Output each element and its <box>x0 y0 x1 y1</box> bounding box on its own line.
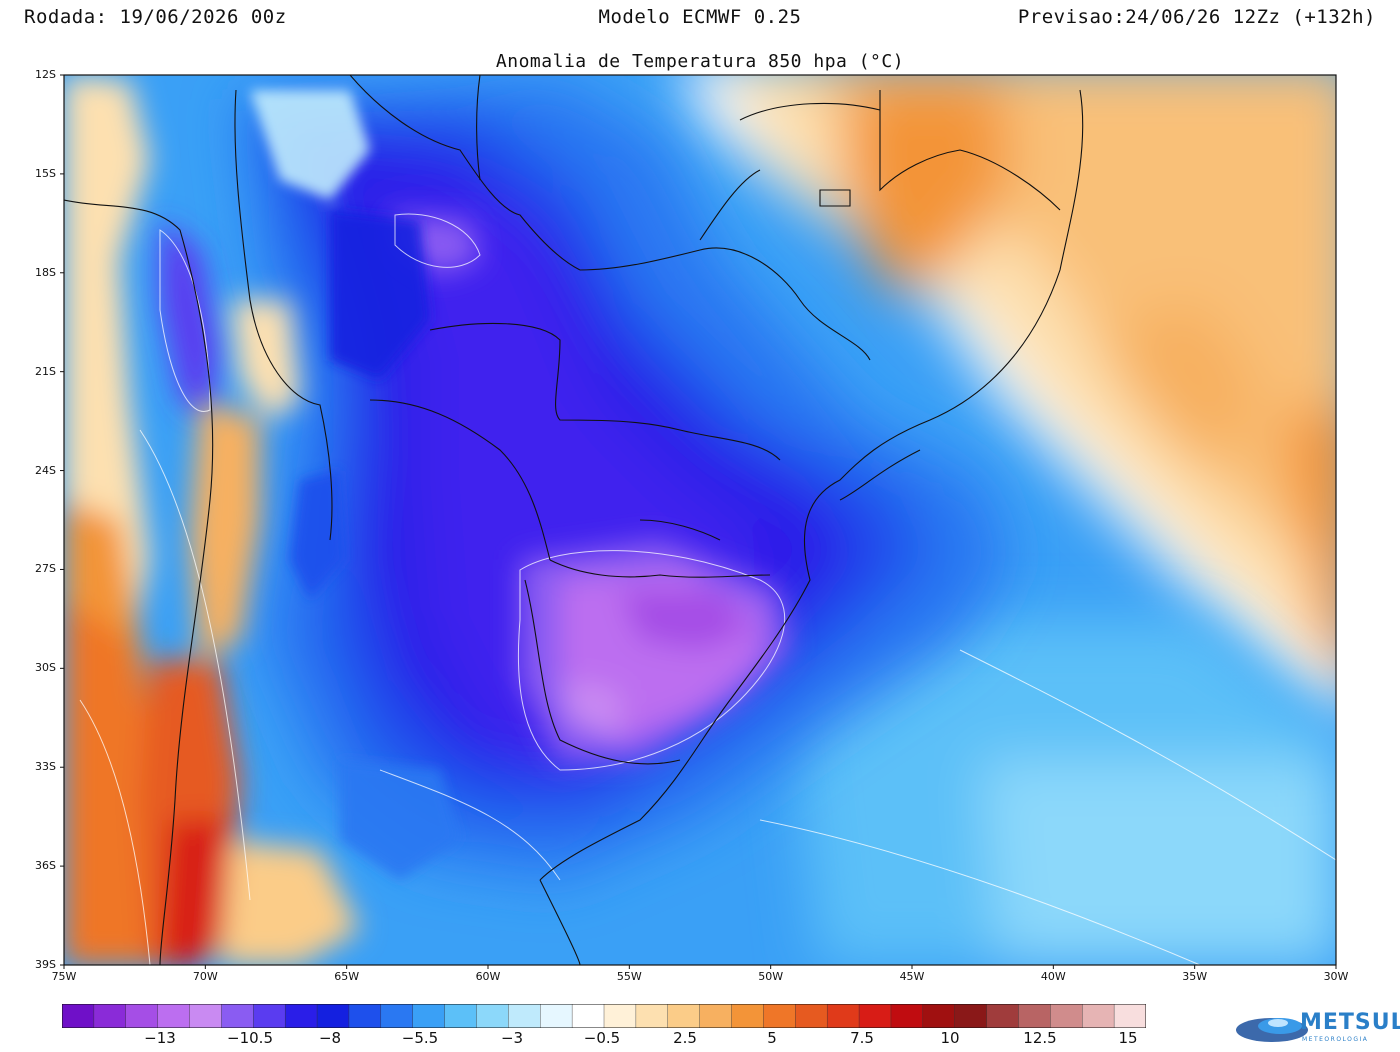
latitude-label: 27S <box>35 562 56 576</box>
legend-label: 5 <box>767 1029 777 1047</box>
legend-label: −13 <box>144 1029 176 1047</box>
legend-swatch <box>826 1004 860 1028</box>
model-label: Modelo ECMWF 0.25 <box>598 6 802 28</box>
anomaly-field <box>64 75 1336 965</box>
longitude-label: 50W <box>758 970 784 983</box>
latitude-label: 24S <box>35 463 56 477</box>
legend-swatch <box>316 1004 350 1028</box>
longitude-label: 60W <box>475 970 501 983</box>
metsul-logo-icon <box>1236 1018 1308 1042</box>
logo-name: METSUL <box>1300 1010 1400 1035</box>
latitude-label: 15S <box>35 166 56 180</box>
legend-swatch <box>380 1004 414 1028</box>
legend-label: −8 <box>318 1029 342 1047</box>
longitude-label: 45W <box>899 970 925 983</box>
legend-swatch <box>635 1004 669 1028</box>
legend-swatch <box>62 1004 95 1028</box>
forecast-time-label: Previsao:24/06/26 12Zz (+132h) <box>1017 6 1376 28</box>
longitude-label: 70W <box>192 970 218 983</box>
latitude-label: 12S <box>35 68 56 81</box>
legend-label: −10.5 <box>227 1029 273 1047</box>
legend-swatch <box>986 1004 1020 1028</box>
temperature-anomaly-map <box>60 74 1337 969</box>
legend-swatch <box>731 1004 765 1028</box>
legend-swatch <box>444 1004 478 1028</box>
longitude-label: 40W <box>1040 970 1066 983</box>
legend-swatch <box>253 1004 286 1028</box>
latitude-label: 30S <box>35 661 56 675</box>
legend-label: 7.5 <box>850 1029 874 1047</box>
legend-swatch <box>476 1004 510 1028</box>
longitude-label: 30W <box>1323 970 1349 983</box>
map-title: Anomalia de Temperatura 850 hpa (°C) <box>495 51 905 72</box>
legend-swatch <box>922 1004 956 1028</box>
legend-swatch <box>508 1004 541 1028</box>
legend-swatch <box>189 1004 223 1028</box>
latitude-label: 36S <box>35 859 56 873</box>
legend-swatch <box>284 1004 318 1028</box>
latitude-label: 18S <box>35 265 56 279</box>
legend-swatch <box>221 1004 254 1028</box>
legend-swatch <box>157 1004 191 1028</box>
run-time-label: Rodada: 19/06/2026 00z <box>24 6 287 28</box>
legend-label: 12.5 <box>1023 1029 1057 1047</box>
legend-swatch <box>890 1004 924 1028</box>
logo-subtitle: METEOROLOGIA <box>1302 1036 1369 1043</box>
legend-swatch <box>763 1004 796 1028</box>
latitude-label: 21S <box>35 364 56 378</box>
map-frame <box>63 74 1337 966</box>
legend-label: 15 <box>1118 1029 1138 1047</box>
legend-swatch <box>93 1004 127 1028</box>
legend-swatch <box>1113 1004 1146 1028</box>
longitude-label: 55W <box>616 970 642 983</box>
color-legend <box>62 1004 1146 1028</box>
legend-swatch <box>858 1004 892 1028</box>
legend-label: 2.5 <box>673 1029 697 1047</box>
longitude-label: 35W <box>1182 970 1208 983</box>
legend-swatch <box>1018 1004 1052 1028</box>
legend-swatch <box>1082 1004 1115 1028</box>
latitude-label: 39S <box>35 958 56 971</box>
contour-lines <box>79 213 1336 965</box>
legend-label: −0.5 <box>583 1029 621 1047</box>
country-borders <box>64 75 1084 965</box>
legend-swatch <box>603 1004 637 1028</box>
legend-label: −5.5 <box>401 1029 439 1047</box>
legend-label: −3 <box>500 1029 524 1047</box>
legend-swatch <box>412 1004 446 1028</box>
axis-ticks <box>60 74 1337 969</box>
legend-label: 10 <box>940 1029 960 1047</box>
longitude-label: 75W <box>51 970 77 983</box>
longitude-label: 65W <box>334 970 360 983</box>
legend-swatch <box>125 1004 159 1028</box>
legend-swatch <box>540 1004 573 1028</box>
legend-swatch <box>1050 1004 1083 1028</box>
legend-swatch <box>667 1004 701 1028</box>
legend-swatch <box>954 1004 988 1028</box>
legend-swatch <box>795 1004 828 1028</box>
legend-swatch <box>699 1004 733 1028</box>
legend-swatch <box>348 1004 382 1028</box>
latitude-label: 33S <box>35 760 56 774</box>
legend-swatch <box>571 1004 605 1028</box>
